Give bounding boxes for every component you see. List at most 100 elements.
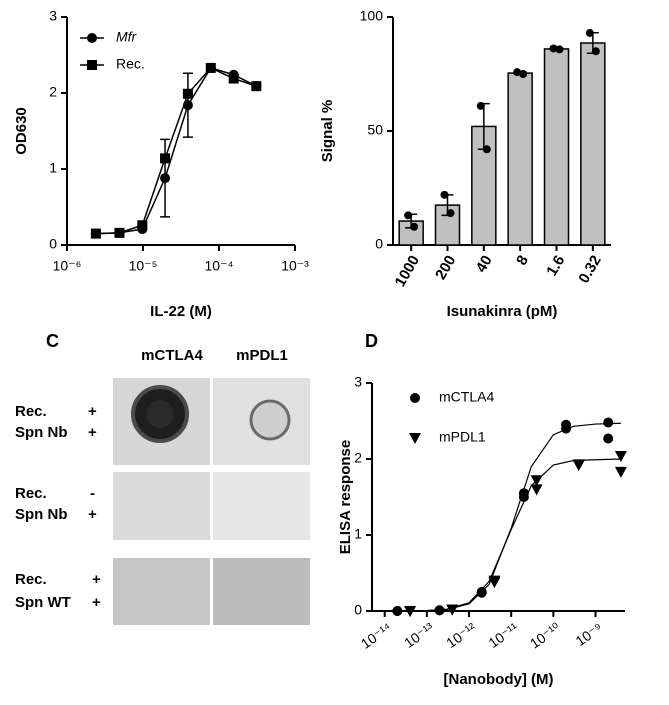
y-tick-label: 2	[49, 84, 57, 100]
row-sign: -	[90, 485, 95, 502]
y-tick-label: 100	[360, 8, 384, 24]
x-tick-label: 1.6	[543, 252, 568, 279]
row-label: Rec.	[15, 571, 47, 588]
y-tick-label: 0	[354, 602, 362, 618]
row-sign: +	[88, 403, 97, 420]
marker	[160, 173, 171, 184]
y-axis-title: Signal %	[319, 100, 336, 163]
row-label: Spn Nb	[15, 424, 68, 441]
x-tick-label: 10⁻¹²	[443, 619, 479, 651]
row-sign: +	[92, 571, 101, 588]
marker	[488, 577, 501, 589]
y-tick-label: 0	[375, 236, 383, 252]
marker	[530, 484, 543, 496]
series-line	[95, 67, 257, 235]
x-tick-label: 10⁻¹¹	[485, 619, 521, 651]
x-tick-label: 10⁻⁹	[572, 619, 605, 649]
marker	[561, 423, 572, 434]
x-tick-label: 10⁻⁴	[205, 258, 234, 274]
replicate-point	[482, 145, 491, 154]
marker	[476, 587, 487, 597]
y-tick-label: 1	[49, 160, 57, 176]
x-tick-label: 10⁻³	[281, 258, 309, 274]
legend-label: Rec.	[116, 56, 145, 72]
marker	[530, 475, 543, 487]
legend-marker	[410, 393, 420, 403]
row-sign: +	[88, 506, 97, 523]
x-tick-label: 10⁻¹⁰	[527, 619, 564, 651]
fit-curve	[384, 458, 621, 612]
replicate-point	[404, 211, 413, 220]
x-tick-label: 10⁻⁵	[129, 258, 158, 274]
replicate-point	[410, 222, 419, 231]
legend-label: Mfr	[116, 29, 138, 45]
blot-spot	[146, 400, 174, 428]
y-axis-title: ELISA response	[337, 440, 354, 554]
x-axis-title: Isunakinra (pM)	[447, 303, 558, 320]
marker	[446, 604, 459, 616]
marker	[182, 88, 193, 99]
replicate-point	[585, 28, 594, 37]
marker	[572, 459, 585, 471]
panel-label: D	[365, 331, 378, 351]
marker	[160, 153, 171, 164]
blot-cell	[213, 472, 310, 540]
x-tick-label: 8	[513, 252, 532, 268]
blot-cell	[213, 558, 310, 625]
y-tick-label: 3	[49, 8, 57, 24]
x-axis-title: [Nanobody] (M)	[444, 671, 554, 688]
marker	[518, 492, 529, 502]
x-tick-label: 200	[432, 252, 459, 282]
x-axis-title: IL-22 (M)	[150, 303, 212, 320]
marker	[228, 73, 239, 84]
replicate-point	[591, 47, 600, 56]
replicate-point	[446, 209, 455, 218]
marker	[614, 450, 627, 462]
column-label: mPDL1	[236, 347, 288, 364]
bar	[543, 48, 570, 246]
replicate-point	[476, 101, 485, 110]
marker	[603, 433, 614, 444]
marker	[114, 227, 125, 238]
marker	[137, 220, 148, 231]
column-label: mCTLA4	[141, 347, 203, 364]
x-tick-label: 1000	[392, 252, 423, 289]
row-sign: +	[88, 424, 97, 441]
row-label: Spn WT	[15, 594, 71, 611]
bar	[507, 72, 533, 246]
row-label: Rec.	[15, 403, 47, 420]
legend-marker	[87, 33, 97, 43]
row-label: Spn Nb	[15, 506, 68, 523]
x-tick-label: 40	[473, 252, 496, 275]
y-tick-label: 3	[354, 374, 362, 390]
y-tick-label: 0	[49, 236, 57, 252]
row-label: Rec.	[15, 485, 47, 502]
y-tick-label: 50	[367, 122, 383, 138]
row-sign: +	[92, 594, 101, 611]
blot-spot	[249, 399, 291, 441]
bar	[580, 42, 606, 246]
x-tick-label: 10⁻¹⁴	[358, 619, 395, 651]
blot-cell	[113, 472, 210, 540]
y-tick-label: 2	[354, 450, 362, 466]
x-tick-label: 0.32	[575, 252, 604, 286]
marker	[404, 606, 417, 617]
series-line	[95, 67, 257, 235]
legend-marker	[409, 433, 421, 444]
y-tick-label: 1	[354, 526, 362, 542]
marker	[614, 466, 627, 478]
replicate-point	[555, 45, 564, 54]
marker	[603, 417, 614, 428]
legend-label: mPDL1	[439, 429, 486, 445]
marker	[205, 62, 216, 73]
blot-cell	[113, 558, 210, 625]
legend-marker	[87, 60, 97, 70]
y-axis-title: OD630	[13, 107, 30, 155]
x-tick-label: 10⁻⁶	[53, 258, 82, 274]
marker	[90, 228, 101, 239]
marker	[251, 81, 262, 92]
panel-label: C	[46, 331, 59, 351]
replicate-point	[519, 70, 528, 78]
x-tick-label: 10⁻¹³	[401, 619, 437, 651]
